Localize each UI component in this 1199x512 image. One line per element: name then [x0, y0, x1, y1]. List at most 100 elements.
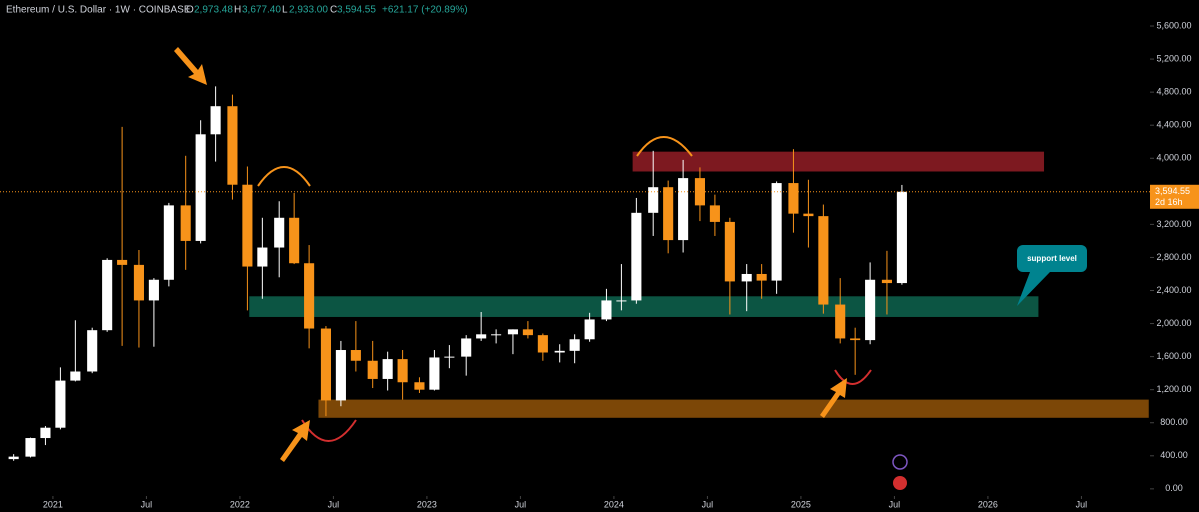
c-label: C: [330, 5, 337, 16]
symbol: Ethereum / U.S. Dollar · 1W · COINBASE: [6, 5, 191, 16]
candle-body: [741, 273, 752, 282]
arc: [834, 369, 872, 385]
candle-body: [835, 304, 846, 339]
c-value: 3,594.55: [337, 5, 376, 16]
x-tick-label: 2025: [791, 499, 811, 509]
zone: [632, 151, 1045, 172]
x-tick-label: Jul: [515, 499, 527, 509]
x-tick-label: Jul: [1076, 499, 1088, 509]
arc: [636, 136, 693, 157]
candle-body: [491, 334, 502, 336]
o-value: 2,973.48: [194, 5, 233, 16]
candle-body: [117, 259, 128, 265]
x-tick-label: 2024: [604, 499, 624, 509]
y-tick-label: 4,400.00: [1156, 120, 1191, 130]
candle-body: [274, 217, 285, 248]
h-label: H: [234, 5, 241, 16]
candle-body: [756, 273, 767, 281]
last-price-label: 3,594.55: [1155, 186, 1190, 196]
candle-body: [87, 330, 98, 372]
y-tick-label: 1,600.00: [1156, 351, 1191, 361]
l-label: L: [282, 5, 288, 16]
candle-body: [616, 300, 627, 302]
arrow: [820, 378, 847, 418]
candle-body: [601, 300, 612, 320]
y-tick-label: 2,000.00: [1156, 318, 1191, 328]
candle-body: [537, 335, 548, 353]
y-tick-label: 2,800.00: [1156, 252, 1191, 262]
candle-body: [350, 350, 361, 361]
change: +621.17 (+20.89%): [382, 5, 468, 16]
candle-body: [444, 356, 455, 358]
candle-body: [304, 263, 315, 329]
event-icon: [892, 454, 908, 470]
arrow: [174, 47, 207, 85]
countdown: 2d 16h: [1155, 197, 1183, 207]
x-tick-label: 2026: [978, 499, 998, 509]
candle-body: [818, 216, 829, 305]
l-value: 2,933.00: [289, 5, 328, 16]
candle-body: [771, 183, 782, 281]
candle-body: [865, 279, 876, 341]
x-tick-label: Jul: [702, 499, 714, 509]
x-tick-label: 2021: [43, 499, 63, 509]
candle-body: [210, 106, 221, 135]
candle-body: [881, 279, 892, 284]
price-axis: [1150, 0, 1199, 512]
candle-body: [289, 217, 300, 264]
candle-body: [257, 247, 268, 267]
candle-body: [554, 350, 565, 353]
y-tick-label: 3,200.00: [1156, 219, 1191, 229]
candle-body: [242, 184, 253, 267]
candle-body: [8, 456, 19, 460]
candle-body: [584, 319, 595, 340]
candle-body: [335, 350, 346, 401]
last-price-tag: [1150, 184, 1199, 209]
candle-body: [724, 221, 735, 282]
candle-body: [102, 259, 113, 331]
candle-body: [25, 438, 36, 457]
y-tick-label: 2,400.00: [1156, 285, 1191, 295]
candle-body: [382, 359, 393, 379]
y-tick-label: 5,200.00: [1156, 53, 1191, 63]
callout-tail: [1017, 272, 1050, 306]
y-tick-label: 4,000.00: [1156, 153, 1191, 163]
candle-body: [569, 339, 580, 351]
x-tick-label: Jul: [328, 499, 340, 509]
candle-body: [70, 371, 81, 381]
candle-body: [148, 279, 159, 301]
candle-body: [397, 359, 408, 383]
x-tick-label: Jul: [141, 499, 153, 509]
candle-body: [648, 187, 659, 213]
annotation: support level: [1027, 254, 1077, 263]
candle-body: [476, 334, 487, 339]
y-tick-label: 4,800.00: [1156, 87, 1191, 97]
arc: [257, 166, 311, 187]
o-label: O: [186, 5, 194, 16]
candle-body: [709, 205, 720, 222]
header: Ethereum / U.S. Dollar · 1W · COINBASE O…: [6, 5, 468, 16]
y-tick-label: 400.00: [1160, 450, 1188, 460]
candle-body: [461, 338, 472, 357]
candle-body: [320, 328, 331, 401]
y-tick-label: 800.00: [1160, 417, 1188, 427]
zone: [318, 399, 1149, 418]
candle-body: [803, 213, 814, 217]
x-tick-label: 2022: [230, 499, 250, 509]
candle-body: [507, 329, 518, 335]
callout-box: [1017, 245, 1087, 272]
arrow: [280, 420, 310, 462]
zone: [249, 296, 1039, 317]
candle-body: [522, 329, 533, 336]
candle-body: [40, 427, 51, 439]
candle-body: [850, 338, 861, 341]
arrows: [174, 47, 847, 462]
x-tick-label: Jul: [889, 499, 901, 509]
candle-body: [414, 382, 425, 390]
callout: support level: [1017, 245, 1087, 306]
candle-body: [55, 380, 66, 428]
candle-body: [429, 357, 440, 390]
candle-body: [663, 187, 674, 241]
